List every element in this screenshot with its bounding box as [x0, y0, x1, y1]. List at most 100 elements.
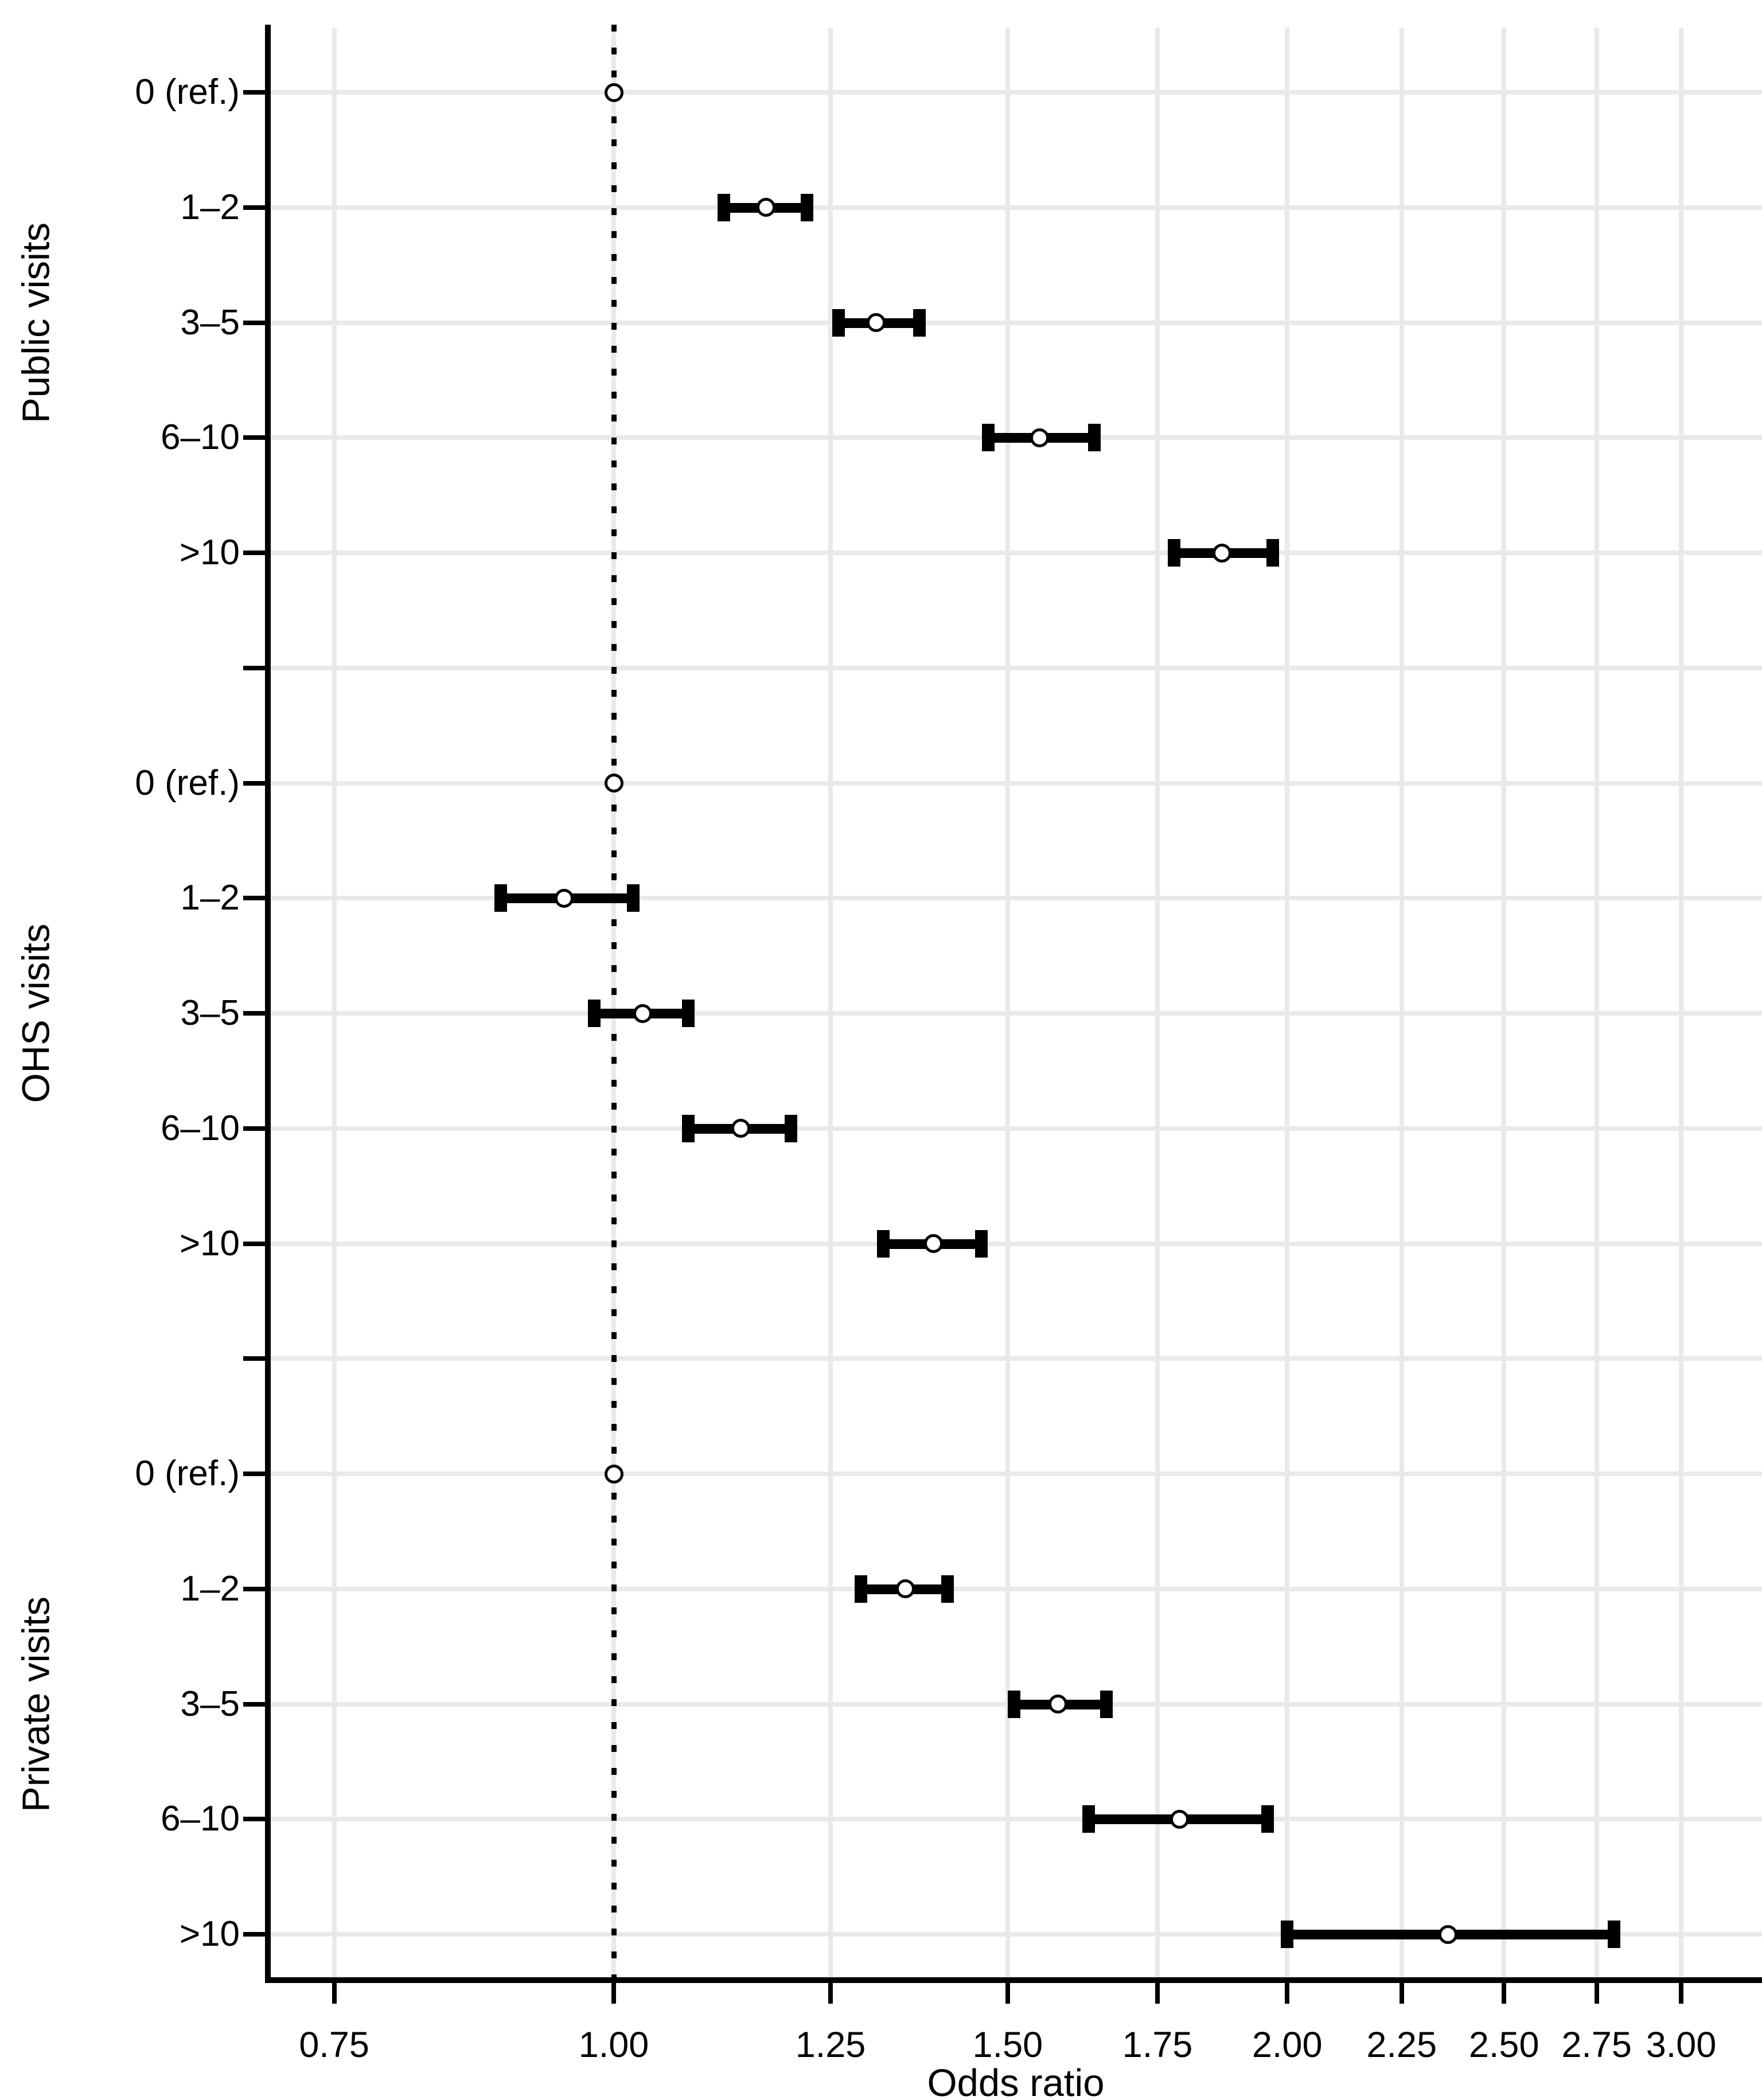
category-label: >10	[179, 1223, 240, 1263]
x-axis-tick-label: 0.75	[299, 2025, 369, 2065]
h-gridline	[265, 780, 1762, 786]
y-axis-tick	[243, 1932, 265, 1937]
error-bar-cap-right	[975, 1229, 988, 1258]
y-axis-tick	[243, 1126, 265, 1131]
x-axis-tick-label: 1.25	[795, 2025, 866, 2065]
error-bar-cap-right	[941, 1575, 954, 1603]
category-label: 0 (ref.)	[135, 763, 240, 803]
error-bar-cap-right	[1100, 1690, 1113, 1718]
error-bar-cap-right	[1261, 1805, 1274, 1833]
x-axis-tick	[1399, 1983, 1404, 2004]
v-gridline	[1594, 28, 1599, 1980]
category-label: >10	[179, 533, 240, 572]
x-axis-tick-label: 1.75	[1122, 2025, 1193, 2065]
error-bar-cap-left	[1008, 1690, 1021, 1718]
v-gridline	[1679, 28, 1684, 1980]
category-label: 3–5	[180, 993, 240, 1033]
y-axis-tick	[243, 1701, 265, 1707]
point-marker	[554, 888, 574, 908]
y-axis-tick	[243, 320, 265, 325]
y-axis-tick	[243, 551, 265, 555]
y-axis-tick	[243, 90, 265, 95]
reference-line	[611, 25, 617, 1977]
v-gridline	[1155, 28, 1160, 1980]
h-gridline	[265, 665, 1762, 670]
error-bar-cap-right	[1608, 1921, 1621, 1948]
point-marker	[895, 1579, 915, 1599]
error-bar-cap-right	[682, 1000, 695, 1027]
category-label: 1–2	[180, 1568, 240, 1609]
h-gridline	[265, 1011, 1762, 1016]
x-axis-tick	[611, 1983, 616, 2004]
error-bar-cap-left	[1281, 1921, 1294, 1948]
error-bar-cap-left	[587, 1000, 601, 1027]
y-axis-tick	[243, 1241, 265, 1246]
error-bar-cap-right	[626, 884, 640, 912]
x-axis-tick-label: 2.50	[1468, 2025, 1539, 2065]
error-bar-cap-left	[494, 884, 507, 912]
x-axis-tick-label: 2.00	[1252, 2025, 1323, 2065]
h-gridline	[265, 1817, 1762, 1822]
h-gridline	[265, 1126, 1762, 1131]
error-bar-cap-right	[784, 1114, 797, 1142]
x-axis-tick	[828, 1983, 833, 2004]
error-bar-cap-left	[832, 309, 845, 337]
y-axis-tick	[243, 435, 265, 440]
category-label: 0 (ref.)	[135, 1454, 240, 1493]
v-gridline	[1399, 28, 1404, 1980]
point-marker	[1170, 1809, 1189, 1829]
v-gridline	[1502, 28, 1507, 1980]
x-axis-tick-label: 2.75	[1561, 2025, 1632, 2065]
x-axis-tick	[1285, 1983, 1290, 2004]
h-gridline	[265, 896, 1762, 901]
h-gridline	[265, 205, 1762, 210]
group-axis-label-text: OHS visits	[14, 923, 58, 1103]
y-axis-tick	[243, 1011, 265, 1016]
x-axis-tick	[1594, 1983, 1599, 2004]
y-axis-tick	[243, 1471, 265, 1476]
h-gridline	[265, 1241, 1762, 1246]
h-gridline	[265, 551, 1762, 555]
point-marker	[757, 198, 776, 217]
error-bar-cap-left	[981, 424, 995, 452]
category-label: 6–10	[161, 1799, 240, 1839]
reference-point-marker	[604, 774, 623, 793]
v-gridline	[1285, 28, 1290, 1980]
x-axis-tick-label: 3.00	[1646, 2025, 1717, 2065]
point-marker	[1048, 1695, 1068, 1713]
category-label: 1–2	[180, 187, 240, 227]
error-bar-cap-right	[1088, 424, 1101, 452]
x-axis-tick-label: 1.00	[578, 2025, 649, 2065]
x-axis-tick	[1502, 1983, 1507, 2004]
y-axis-tick	[243, 1586, 265, 1591]
category-label: 3–5	[180, 302, 240, 342]
error-bar-cap-left	[1082, 1805, 1095, 1833]
point-marker	[924, 1234, 944, 1253]
h-gridline	[265, 1586, 1762, 1591]
v-gridline	[1005, 28, 1010, 1980]
reference-point-marker	[604, 1464, 623, 1484]
error-bar-cap-right	[1266, 539, 1279, 567]
group-axis-label-text: Public visits	[14, 222, 58, 423]
x-axis-line	[265, 1977, 1762, 1983]
category-label: 0 (ref.)	[135, 72, 240, 112]
point-marker	[866, 313, 886, 332]
error-bar-cap-left	[877, 1229, 890, 1258]
error-bar-cap-right	[800, 193, 813, 221]
h-gridline	[265, 90, 1762, 95]
y-axis-tick	[243, 896, 265, 901]
error-bar-cap-left	[682, 1114, 695, 1142]
y-axis-tick	[243, 665, 265, 670]
category-label: 1–2	[180, 878, 240, 918]
reference-point-marker	[604, 83, 623, 102]
h-gridline	[265, 1471, 1762, 1476]
x-axis-tick	[1005, 1983, 1010, 2004]
x-axis-tick-label: 1.50	[972, 2025, 1043, 2065]
h-gridline	[265, 320, 1762, 325]
point-marker	[1212, 543, 1231, 563]
y-axis-tick	[243, 205, 265, 210]
x-axis-tick	[332, 1983, 337, 2004]
y-axis-tick	[243, 1356, 265, 1361]
